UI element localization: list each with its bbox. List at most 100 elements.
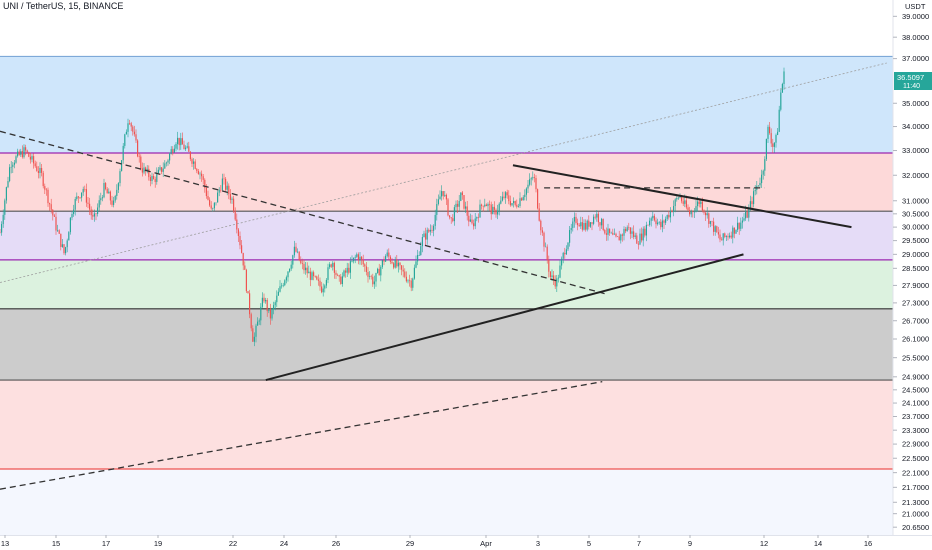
- candle: [367, 267, 369, 283]
- candle-body: [138, 156, 140, 158]
- candle: [661, 214, 663, 233]
- candle-body: [573, 216, 575, 222]
- candle-body: [722, 233, 724, 241]
- price-axis[interactable]: 39.0000 38.0000 37.0000 35.0000 34.0000 33.00…: [893, 12, 929, 532]
- candle: [783, 67, 785, 90]
- candle-body: [663, 220, 665, 223]
- candle-body: [610, 232, 612, 234]
- candle: [501, 191, 503, 202]
- candle: [45, 187, 47, 196]
- candle: [642, 226, 644, 247]
- candle: [737, 216, 739, 233]
- candle: [463, 194, 465, 210]
- candle-body: [717, 232, 719, 235]
- candle: [729, 232, 731, 239]
- candle-body: [26, 150, 28, 153]
- candle: [129, 119, 131, 126]
- trendline-4[interactable]: [512, 164, 852, 229]
- candle: [159, 165, 161, 172]
- candle-body: [759, 183, 761, 186]
- candle-body: [234, 210, 236, 220]
- candle-body: [325, 279, 327, 286]
- candle: [385, 254, 387, 262]
- candle-body: [60, 233, 62, 247]
- candle-body: [778, 109, 780, 132]
- candle-body: [773, 142, 775, 147]
- candle: [84, 185, 86, 192]
- candle: [375, 272, 377, 287]
- candle-body: [495, 209, 497, 215]
- x-tick-label: 7: [637, 539, 641, 548]
- candle-body: [383, 260, 385, 262]
- candle-body: [473, 223, 475, 227]
- candle: [421, 233, 423, 253]
- candle-body: [306, 267, 308, 274]
- candle-body: [29, 156, 31, 160]
- candle: [149, 174, 151, 187]
- candle: [122, 143, 124, 164]
- candle: [167, 158, 169, 166]
- candle: [81, 192, 83, 202]
- candle-body: [103, 183, 105, 198]
- candle-body: [132, 126, 134, 132]
- candle: [311, 270, 313, 281]
- trendline-1[interactable]: [0, 130, 607, 295]
- candle-body: [538, 208, 540, 221]
- candle: [154, 176, 156, 188]
- price-axis-unit: USDT: [905, 2, 926, 11]
- candle: [754, 185, 756, 196]
- candle-body: [370, 276, 372, 277]
- candle-body: [631, 231, 633, 234]
- candle: [361, 255, 363, 266]
- trendline-0[interactable]: [0, 62, 887, 283]
- candle: [57, 224, 59, 232]
- trendline-3[interactable]: [265, 253, 744, 382]
- candle-body: [79, 197, 81, 199]
- candle: [42, 170, 44, 189]
- candle: [653, 213, 655, 222]
- candle-body: [95, 213, 97, 215]
- candle: [156, 167, 158, 185]
- candle-body: [226, 185, 228, 190]
- candle: [292, 254, 294, 269]
- candle-body: [738, 222, 740, 229]
- candle: [324, 284, 326, 293]
- candle-body: [493, 206, 495, 210]
- candle: [273, 301, 275, 315]
- candle-body: [412, 278, 414, 288]
- candle-body: [127, 123, 129, 132]
- candle-body: [332, 262, 334, 267]
- candle-body: [527, 184, 529, 189]
- candle: [183, 140, 185, 150]
- candle-body: [63, 244, 65, 254]
- y-tick-label: 25.5000: [902, 353, 929, 362]
- candle: [61, 239, 63, 248]
- candle-body: [113, 200, 115, 205]
- trendline-2[interactable]: [0, 381, 603, 490]
- candle-body: [607, 228, 609, 235]
- candle-body: [583, 223, 585, 230]
- candle-body: [471, 219, 473, 224]
- candle: [268, 309, 270, 314]
- candle-body: [769, 126, 771, 134]
- candle-body: [194, 161, 196, 169]
- candle-body: [301, 263, 303, 264]
- candle: [354, 254, 356, 264]
- candle: [313, 270, 315, 281]
- candle-body: [455, 203, 457, 208]
- candle: [252, 325, 254, 342]
- candle: [748, 204, 750, 222]
- candle-body: [564, 252, 566, 255]
- time-axis[interactable]: 13 15 17 19 22 24 26 29 Apr 3 5 7 9 12 14 16: [1, 535, 872, 548]
- candle: [698, 199, 700, 208]
- candle-body: [497, 210, 499, 215]
- candle-body: [329, 264, 331, 268]
- candle: [487, 202, 489, 212]
- candle-body: [514, 201, 516, 205]
- candle-body: [201, 173, 203, 177]
- candle-body: [266, 299, 268, 312]
- candle: [613, 228, 615, 235]
- candle-body: [660, 221, 662, 228]
- candle-body: [74, 199, 76, 210]
